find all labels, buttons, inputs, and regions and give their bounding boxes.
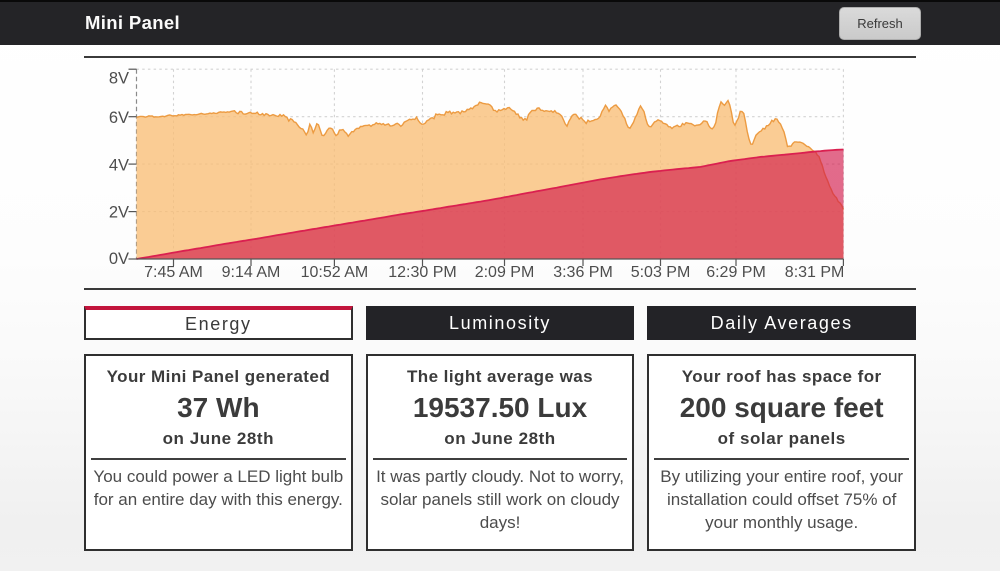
svg-text:10:52 AM: 10:52 AM	[301, 264, 369, 281]
svg-text:8V: 8V	[109, 69, 129, 87]
svg-text:6V: 6V	[109, 109, 129, 127]
svg-text:5:03 PM: 5:03 PM	[631, 264, 691, 281]
svg-text:2:09 PM: 2:09 PM	[475, 264, 535, 281]
svg-text:2V: 2V	[109, 204, 129, 222]
svg-text:6:29 PM: 6:29 PM	[706, 264, 766, 281]
svg-text:7:45 AM: 7:45 AM	[144, 264, 203, 281]
svg-text:0V: 0V	[109, 250, 129, 268]
svg-text:4V: 4V	[109, 156, 129, 174]
svg-text:9:14 AM: 9:14 AM	[222, 264, 281, 281]
svg-text:8:31 PM: 8:31 PM	[785, 264, 845, 281]
svg-text:3:36 PM: 3:36 PM	[553, 264, 613, 281]
svg-text:12:30 PM: 12:30 PM	[388, 264, 456, 281]
